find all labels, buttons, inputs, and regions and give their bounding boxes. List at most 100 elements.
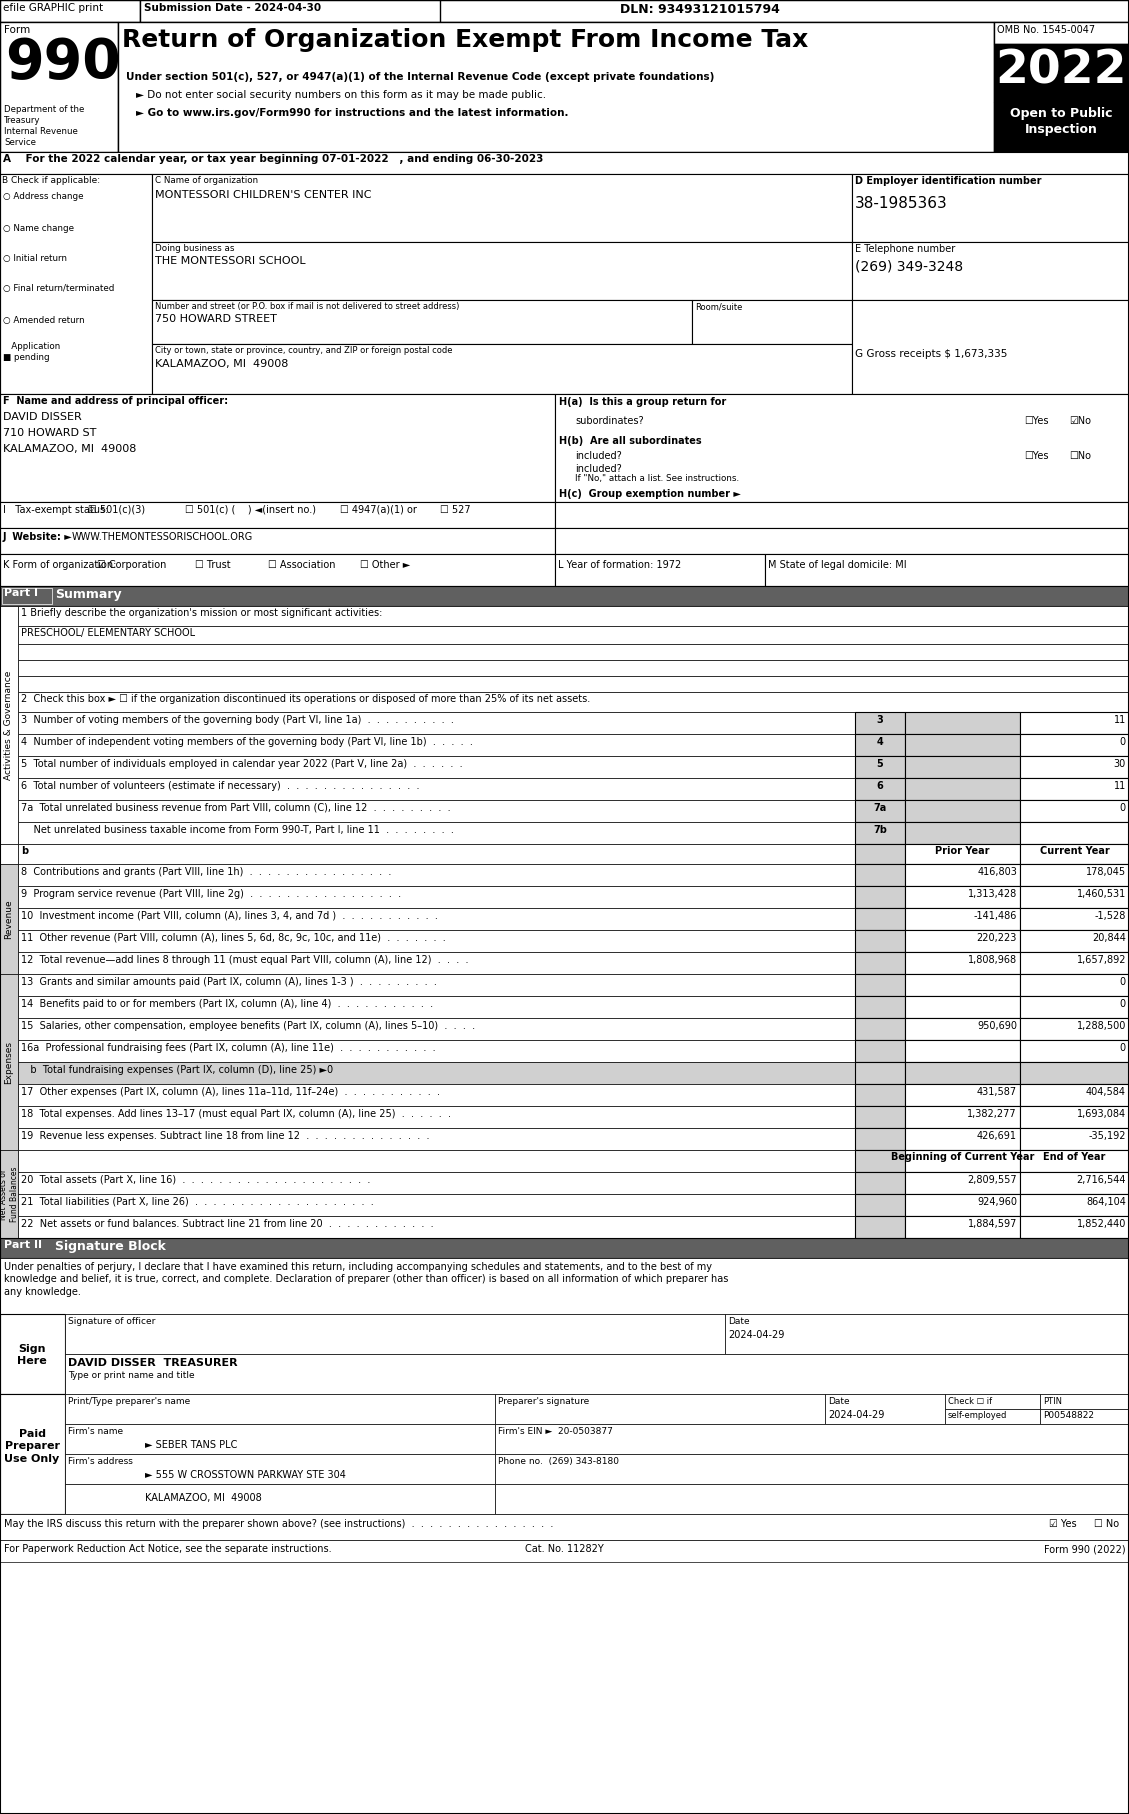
Bar [0, 528, 555, 553]
Text: Form 990 (2022): Form 990 (2022) [1044, 1544, 1126, 1555]
Text: 9  Program service revenue (Part VIII, line 2g)  .  .  .  .  .  .  .  .  .  .  .: 9 Program service revenue (Part VIII, li… [21, 889, 401, 900]
Bar [905, 1128, 1019, 1150]
Bar [905, 863, 1019, 885]
Text: ☐Yes: ☐Yes [1024, 452, 1049, 461]
Text: A    For the 2022 calendar year, or tax year beginning 07-01-2022   , and ending: A For the 2022 calendar year, or tax yea… [3, 154, 543, 163]
Bar [0, 974, 18, 1150]
Text: Room/suite: Room/suite [695, 301, 743, 310]
Bar [18, 691, 1129, 713]
Text: Signature of officer: Signature of officer [68, 1317, 156, 1326]
Text: ☐No: ☐No [1069, 452, 1091, 461]
Text: 220,223: 220,223 [977, 932, 1017, 943]
Bar [1019, 1061, 1129, 1085]
Text: 3: 3 [876, 715, 883, 726]
Text: 12  Total revenue—add lines 8 through 11 (must equal Part VIII, column (A), line: 12 Total revenue—add lines 8 through 11 … [21, 954, 469, 965]
Text: DLN: 93493121015794: DLN: 93493121015794 [620, 4, 780, 16]
Text: Return of Organization Exempt From Income Tax: Return of Organization Exempt From Incom… [122, 27, 808, 53]
Bar [825, 1393, 945, 1424]
Text: 1,884,597: 1,884,597 [968, 1219, 1017, 1230]
Text: 16a  Professional fundraising fees (Part IX, column (A), line 11e)  .  .  .  .  : 16a Professional fundraising fees (Part … [21, 1043, 436, 1052]
Bar [855, 931, 905, 952]
Bar [152, 241, 852, 299]
Text: Submission Date - 2024-04-30: Submission Date - 2024-04-30 [145, 4, 321, 13]
Text: Date: Date [728, 1317, 750, 1326]
Bar [152, 299, 692, 345]
Text: Firm's address: Firm's address [68, 1457, 133, 1466]
Bar [495, 1424, 1129, 1455]
Bar [18, 626, 1129, 644]
Bar [855, 713, 905, 735]
Bar [1019, 1018, 1129, 1039]
Text: 750 HOWARD STREET: 750 HOWARD STREET [155, 314, 277, 325]
Text: Preparer's signature: Preparer's signature [498, 1397, 589, 1406]
Bar [555, 394, 1129, 502]
Text: THE MONTESSORI SCHOOL: THE MONTESSORI SCHOOL [155, 256, 306, 267]
Text: MONTESSORI CHILDREN'S CENTER INC: MONTESSORI CHILDREN'S CENTER INC [155, 190, 371, 200]
Text: 19  Revenue less expenses. Subtract line 18 from line 12  .  .  .  .  .  .  .  .: 19 Revenue less expenses. Subtract line … [21, 1130, 429, 1141]
Bar [18, 822, 855, 844]
Text: 0: 0 [1120, 978, 1126, 987]
Bar [18, 800, 855, 822]
Text: F  Name and address of principal officer:: F Name and address of principal officer: [3, 395, 228, 406]
Bar [905, 1039, 1019, 1061]
Text: ○ Amended return: ○ Amended return [3, 316, 85, 325]
Bar [18, 735, 855, 756]
Text: 0: 0 [1120, 736, 1126, 747]
Text: 21  Total liabilities (Part X, line 26)  .  .  .  .  .  .  .  .  .  .  .  .  .  : 21 Total liabilities (Part X, line 26) .… [21, 1197, 374, 1206]
Text: ☐ 4947(a)(1) or: ☐ 4947(a)(1) or [340, 504, 417, 515]
Bar [1019, 974, 1129, 996]
Bar [1019, 1172, 1129, 1194]
Bar [18, 931, 855, 952]
Text: Date: Date [828, 1397, 850, 1406]
Bar [1019, 1085, 1129, 1107]
Text: DAVID DISSER  TREASURER: DAVID DISSER TREASURER [68, 1359, 237, 1368]
Bar [2, 588, 52, 604]
Text: Revenue: Revenue [5, 900, 14, 940]
Bar [18, 1150, 855, 1172]
Bar [855, 735, 905, 756]
Text: 1,460,531: 1,460,531 [1077, 889, 1126, 900]
Text: 17  Other expenses (Part IX, column (A), lines 11a–11d, 11f–24e)  .  .  .  .  . : 17 Other expenses (Part IX, column (A), … [21, 1087, 440, 1097]
Bar [18, 778, 855, 800]
Bar [1019, 778, 1129, 800]
Text: 20  Total assets (Part X, line 16)  .  .  .  .  .  .  .  .  .  .  .  .  .  .  . : 20 Total assets (Part X, line 16) . . . … [21, 1175, 370, 1185]
Text: included?: included? [575, 464, 622, 473]
Text: J  Website: ►: J Website: ► [3, 532, 72, 542]
Text: ○ Final return/terminated: ○ Final return/terminated [3, 285, 114, 294]
Bar [905, 844, 1019, 863]
Text: 10  Investment income (Part VIII, column (A), lines 3, 4, and 7d )  .  .  .  .  : 10 Investment income (Part VIII, column … [21, 911, 438, 922]
Text: 0: 0 [1120, 1000, 1126, 1009]
Bar [905, 952, 1019, 974]
Text: Firm's name: Firm's name [68, 1428, 123, 1437]
Bar [905, 735, 1019, 756]
Bar [18, 1085, 855, 1107]
Bar [0, 844, 18, 863]
Text: End of Year: End of Year [1043, 1152, 1105, 1163]
Text: Check ☐ if: Check ☐ if [948, 1397, 992, 1406]
Text: Sign
Here: Sign Here [17, 1344, 47, 1366]
Text: Under penalties of perjury, I declare that I have examined this return, includin: Under penalties of perjury, I declare th… [5, 1263, 728, 1297]
Bar [495, 1455, 1129, 1484]
Bar [1019, 1039, 1129, 1061]
Bar [18, 756, 855, 778]
Bar [855, 1085, 905, 1107]
Text: Firm's EIN ►  20-0503877: Firm's EIN ► 20-0503877 [498, 1428, 613, 1437]
Text: 1 Briefly describe the organization's mission or most significant activities:: 1 Briefly describe the organization's mi… [21, 608, 383, 619]
Bar [1019, 1194, 1129, 1215]
Bar [855, 1150, 905, 1172]
Bar [855, 844, 905, 863]
Text: PTIN: PTIN [1043, 1397, 1062, 1406]
Bar [0, 174, 152, 394]
Bar [1019, 863, 1129, 885]
Bar [945, 1393, 1040, 1409]
Text: self-employed: self-employed [948, 1411, 1007, 1420]
Text: 30: 30 [1113, 758, 1126, 769]
Text: 20,844: 20,844 [1092, 932, 1126, 943]
Text: ☐ Other ►: ☐ Other ► [360, 561, 410, 570]
Text: ☐ No: ☐ No [1094, 1518, 1119, 1529]
Bar [555, 553, 765, 586]
Bar [905, 885, 1019, 909]
Text: 38-1985363: 38-1985363 [855, 196, 947, 210]
Bar [852, 299, 1129, 394]
Text: Phone no.  (269) 343-8180: Phone no. (269) 343-8180 [498, 1457, 619, 1466]
